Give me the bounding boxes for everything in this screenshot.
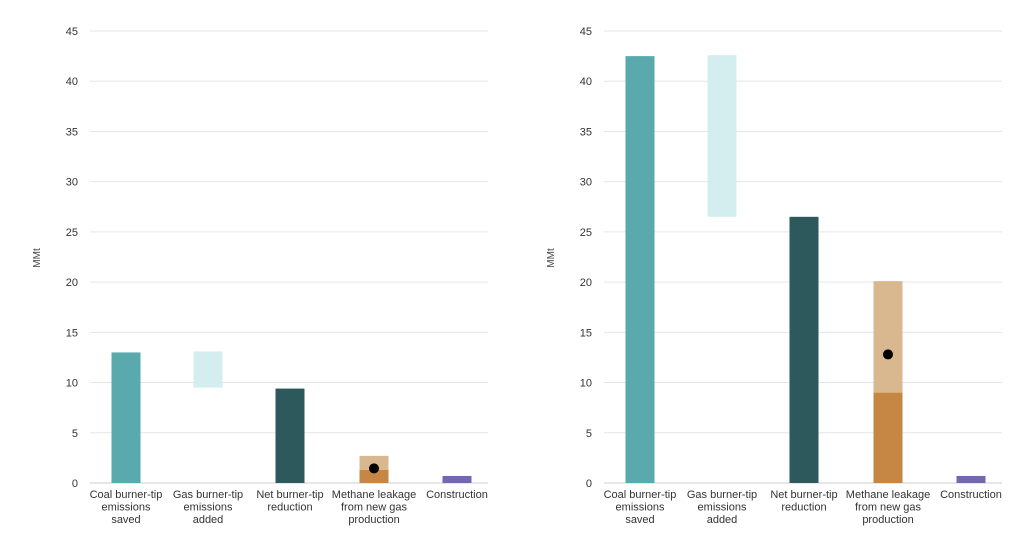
right-chart: MMt 0 5 10 15 20 25 30 35 40 45 Coal burner-tip emi… (546, 26, 1002, 526)
right-chart-panel: MMt 0 5 10 15 20 25 30 35 40 45 Coal burner-tip emi… (514, 0, 1028, 550)
bar (707, 55, 737, 217)
y-tick-label: 30 (66, 177, 78, 189)
point-marker (369, 463, 379, 474)
y-tick-label: 35 (66, 126, 78, 138)
y-tick-label: 15 (66, 327, 78, 339)
range-bar (873, 281, 903, 393)
category-label: Net burner-tip reduction (256, 489, 323, 514)
y-tick-label: 35 (580, 126, 592, 138)
y-tick-label: 45 (66, 26, 78, 38)
category-label: Construction (426, 489, 488, 501)
point-marker (883, 349, 893, 360)
category-label: Methane leakage from new gas production (332, 489, 416, 526)
y-tick-label: 20 (66, 277, 78, 289)
category-label: Coal burner-tip emissions saved (90, 489, 163, 526)
bar (873, 392, 903, 483)
y-tick-label: 40 (580, 76, 592, 88)
bar (111, 352, 141, 483)
y-tick-label: 5 (72, 428, 78, 440)
y-tick-label: 40 (66, 76, 78, 88)
y-axis-label: MMt (32, 248, 43, 268)
y-tick-label: 0 (72, 478, 78, 490)
y-tick-label: 30 (580, 177, 592, 189)
range-bar (359, 455, 389, 470)
category-label: Coal burner-tip emissions saved (604, 489, 677, 526)
bar (789, 216, 819, 484)
y-tick-label: 20 (580, 277, 592, 289)
y-tick-label: 25 (580, 227, 592, 239)
left-chart: MMt 0 5 10 15 20 25 30 35 40 45 Coal burner-tip emi… (32, 26, 488, 526)
y-tick-label: 25 (66, 227, 78, 239)
bar (275, 388, 305, 483)
bar (442, 475, 472, 483)
y-tick-label: 15 (580, 327, 592, 339)
left-chart-panel: MMt 0 5 10 15 20 25 30 35 40 45 Coal burner-tip emi… (32, 26, 488, 526)
y-tick-label: 0 (586, 478, 592, 490)
bar (359, 469, 389, 483)
y-tick-label: 10 (580, 378, 592, 390)
category-label: Gas burner-tip emissions added (173, 489, 243, 526)
y-tick-label: 5 (586, 428, 592, 440)
category-label: Net burner-tip reduction (770, 489, 837, 514)
category-label: Construction (940, 489, 1002, 501)
category-label: Gas burner-tip emissions added (687, 489, 757, 526)
y-tick-label: 45 (580, 26, 592, 38)
y-axis-label: MMt (546, 248, 557, 268)
category-label: Methane leakage from new gas production (846, 489, 930, 526)
bar (956, 475, 986, 483)
bar (625, 56, 655, 483)
bar (193, 351, 223, 388)
y-tick-label: 10 (66, 378, 78, 390)
